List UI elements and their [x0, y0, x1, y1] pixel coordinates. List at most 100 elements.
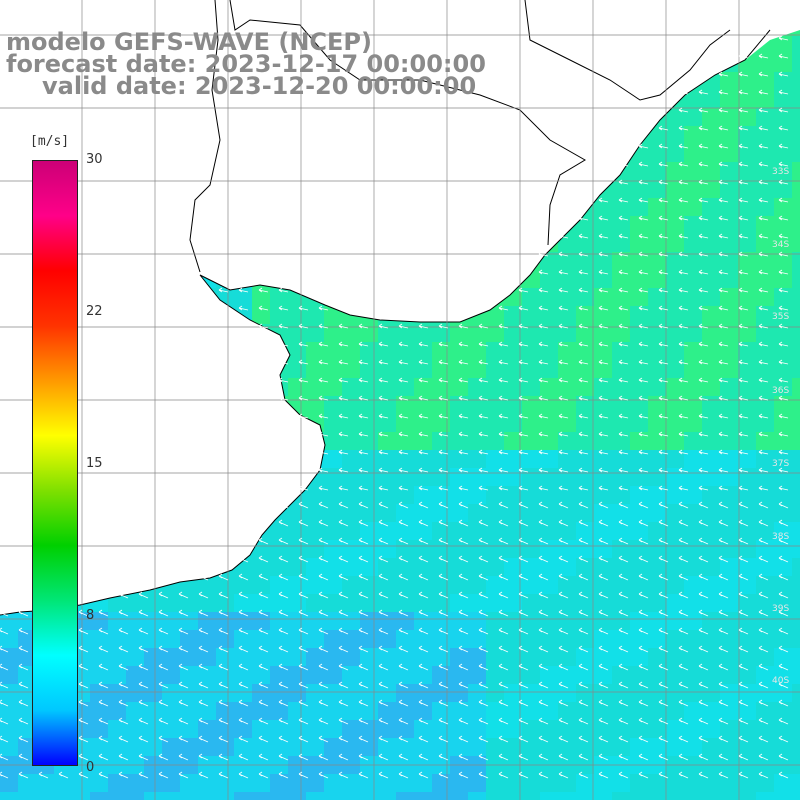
speed-cell	[450, 594, 468, 612]
wind-arrow	[718, 467, 729, 473]
speed-cell	[270, 792, 288, 800]
wind-arrow	[778, 699, 789, 707]
speed-cell	[576, 522, 594, 540]
wind-arrow	[578, 663, 589, 671]
wind-arrow	[678, 233, 689, 239]
wind-arrow	[298, 663, 309, 671]
speed-cell	[774, 198, 792, 216]
speed-cell	[270, 774, 288, 792]
speed-cell	[108, 720, 126, 738]
speed-cell	[612, 666, 630, 684]
speed-cell	[702, 738, 720, 756]
speed-cell	[774, 144, 792, 162]
wind-arrow	[518, 681, 529, 689]
wind-arrow	[578, 735, 589, 743]
wind-arrow	[0, 717, 9, 725]
wind-arrow	[758, 609, 769, 617]
speed-cell	[774, 342, 792, 360]
wind-arrow	[318, 771, 329, 779]
wind-arrow	[358, 645, 369, 653]
speed-cell	[576, 396, 594, 414]
wind-arrow	[618, 699, 629, 707]
wind-arrow	[758, 771, 769, 779]
wind-arrow	[298, 537, 309, 545]
wind-arrow	[478, 341, 489, 347]
wind-arrow	[378, 431, 389, 437]
wind-arrow	[298, 591, 309, 599]
speed-cell	[36, 774, 54, 792]
speed-cell	[576, 288, 594, 306]
wind-arrow	[518, 627, 529, 635]
speed-cell	[594, 378, 612, 396]
speed-cell	[342, 414, 360, 432]
speed-cell	[702, 234, 720, 252]
wind-arrow	[578, 413, 589, 419]
speed-cell	[288, 684, 306, 702]
wind-arrow	[438, 627, 449, 635]
speed-cell	[162, 666, 180, 684]
speed-cell	[486, 342, 504, 360]
speed-cell	[702, 108, 720, 126]
wind-arrow	[598, 269, 609, 275]
speed-cell	[144, 792, 162, 800]
wind-arrow	[358, 485, 369, 491]
wind-arrow	[378, 537, 389, 545]
speed-cell	[558, 324, 576, 342]
wind-arrow	[678, 89, 689, 95]
wind-arrow	[458, 323, 469, 329]
colorbar-unit: [m/s]	[30, 134, 70, 149]
speed-cell	[198, 720, 216, 738]
colorbar-tick-0: 0	[86, 760, 95, 775]
wind-arrow	[698, 179, 709, 185]
wind-arrow	[558, 663, 569, 671]
speed-cell	[486, 414, 504, 432]
wind-arrow	[518, 485, 529, 491]
wind-arrow	[638, 341, 649, 347]
speed-cell	[774, 450, 792, 468]
wind-arrow	[298, 341, 309, 347]
speed-cell	[216, 630, 234, 648]
speed-cell	[576, 594, 594, 612]
speed-cell	[666, 486, 684, 504]
wind-arrow	[738, 179, 749, 185]
wind-arrow	[78, 753, 89, 761]
wind-arrow	[558, 645, 569, 653]
speed-cell	[414, 504, 432, 522]
speed-cell	[558, 720, 576, 738]
speed-cell	[324, 504, 342, 522]
wind-arrow	[158, 771, 169, 779]
wind-arrow	[498, 359, 509, 365]
wind-arrow	[598, 645, 609, 653]
speed-cell	[648, 522, 666, 540]
speed-cell	[144, 648, 162, 666]
speed-cell	[0, 702, 18, 720]
wind-arrow	[258, 645, 269, 653]
speed-cell	[396, 594, 414, 612]
speed-cell	[306, 360, 324, 378]
speed-cell	[432, 612, 450, 630]
speed-cell	[756, 414, 774, 432]
speed-cell	[162, 720, 180, 738]
wind-arrow	[538, 305, 549, 311]
wind-arrow	[338, 323, 349, 329]
speed-cell	[324, 630, 342, 648]
wind-arrow	[718, 197, 729, 203]
speed-cell	[774, 648, 792, 666]
wind-arrow	[178, 609, 189, 617]
speed-cell	[774, 306, 792, 324]
speed-cell	[630, 738, 648, 756]
wind-arrow	[558, 323, 569, 329]
wind-arrow	[0, 735, 9, 743]
speed-cell	[792, 90, 800, 108]
speed-cell	[594, 342, 612, 360]
wind-arrow	[558, 609, 569, 617]
wind-arrow	[458, 609, 469, 617]
speed-cell	[450, 792, 468, 800]
speed-cell	[486, 378, 504, 396]
wind-arrow	[178, 663, 189, 671]
speed-cell	[414, 450, 432, 468]
speed-cell	[180, 720, 198, 738]
speed-cell	[612, 522, 630, 540]
speed-cell	[630, 198, 648, 216]
wind-arrow	[778, 305, 789, 311]
